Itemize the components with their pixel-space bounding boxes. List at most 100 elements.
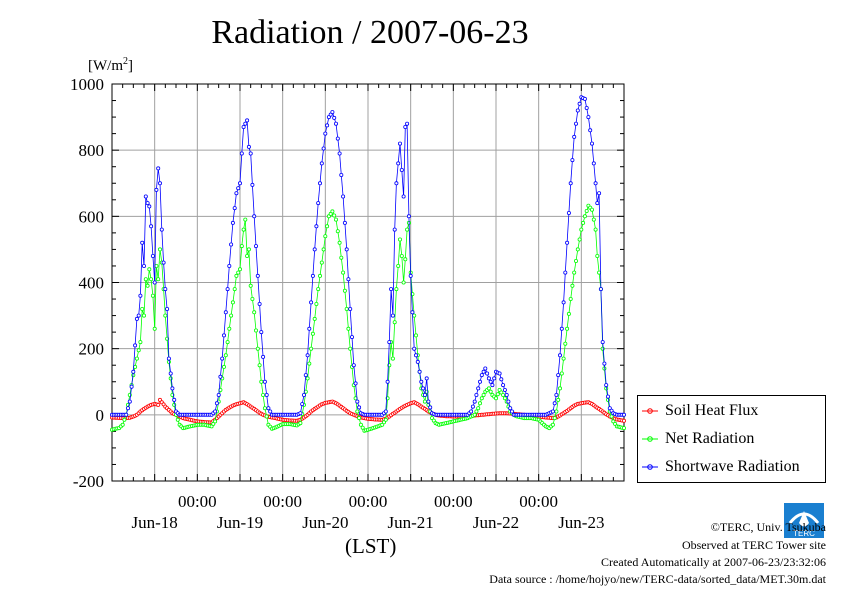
data-point (323, 234, 328, 239)
data-point (591, 217, 596, 222)
grid-lines (112, 84, 624, 481)
data-point (477, 401, 482, 406)
data-point (353, 381, 358, 386)
data-point (335, 229, 340, 234)
data-point (344, 247, 349, 252)
data-point (245, 118, 250, 123)
data-point (309, 346, 314, 351)
data-point (250, 182, 255, 187)
data-point (305, 376, 310, 381)
data-point (168, 376, 173, 381)
data-point (337, 240, 342, 245)
data-point (335, 136, 340, 141)
data-point (321, 146, 326, 151)
data-point (341, 194, 346, 199)
data-point (403, 125, 408, 130)
legend-item-net-radiation: Net Radiation (642, 429, 754, 449)
data-point (316, 201, 321, 206)
data-point (403, 257, 408, 262)
data-point (156, 277, 161, 282)
data-point (252, 310, 257, 315)
data-point (143, 277, 148, 282)
data-point (506, 399, 511, 404)
data-point (225, 287, 230, 292)
data-point (501, 383, 506, 388)
data-point (428, 405, 433, 410)
data-point (385, 379, 390, 384)
data-point (255, 273, 260, 278)
data-point (310, 273, 315, 278)
data-point (591, 161, 596, 166)
observed-text: Observed at TERC Tower site (681, 538, 826, 552)
y-tick-label: 0 (96, 406, 105, 425)
series-layer (110, 95, 627, 433)
x-day-label: Jun-23 (558, 513, 604, 532)
data-point (476, 406, 481, 411)
data-point (472, 412, 477, 417)
chart-title: Radiation / 2007-06-23 (211, 14, 529, 51)
data-point (389, 287, 394, 292)
data-point (565, 240, 570, 245)
data-point (213, 409, 218, 414)
data-point (405, 227, 410, 232)
data-point (575, 247, 580, 252)
data-point (417, 369, 422, 374)
data-point (264, 414, 269, 419)
data-point (253, 244, 258, 249)
data-point (561, 356, 566, 361)
data-point (595, 201, 600, 206)
data-point (262, 379, 267, 384)
legend-soil-label: Soil Heat Flux (665, 402, 759, 419)
data-point (149, 277, 154, 282)
data-point (572, 270, 577, 275)
data-point (147, 267, 152, 272)
data-point (316, 287, 321, 292)
data-point (410, 310, 415, 315)
data-point (255, 346, 260, 351)
data-point (390, 356, 395, 361)
data-point (501, 392, 506, 397)
data-point (172, 397, 177, 402)
data-point (213, 419, 218, 424)
data-point (397, 237, 402, 242)
data-point (317, 181, 322, 186)
data-point (156, 402, 161, 407)
data-point (120, 422, 125, 427)
data-point (584, 106, 589, 111)
data-point (333, 217, 338, 222)
data-point (140, 240, 145, 245)
y-tick-label: -200 (73, 472, 104, 491)
data-point (221, 333, 226, 338)
data-point (412, 346, 417, 351)
data-point (502, 387, 507, 392)
data-point (243, 121, 248, 126)
data-point (606, 394, 611, 399)
data-point (236, 270, 241, 275)
x-day-label: Jun-18 (132, 513, 178, 532)
data-point (593, 227, 598, 232)
data-point (570, 158, 575, 163)
data-point (355, 409, 360, 414)
data-point (490, 383, 495, 388)
data-point (383, 417, 388, 422)
data-point (561, 300, 566, 305)
data-point (622, 426, 627, 431)
data-point (140, 306, 145, 311)
unit-exponent: 2 (123, 56, 128, 67)
data-point (399, 253, 404, 258)
data-point (584, 208, 589, 213)
data-point (574, 258, 579, 263)
data-point (559, 326, 564, 331)
data-point (127, 399, 132, 404)
data-point (396, 161, 401, 166)
data-point (582, 214, 587, 219)
data-point (227, 263, 232, 268)
data-point (426, 399, 431, 404)
data-point (566, 210, 571, 215)
data-point (141, 263, 146, 268)
data-point (317, 273, 322, 278)
data-point (341, 270, 346, 275)
data-point (602, 361, 607, 366)
data-point (262, 406, 267, 411)
data-point (556, 397, 561, 402)
